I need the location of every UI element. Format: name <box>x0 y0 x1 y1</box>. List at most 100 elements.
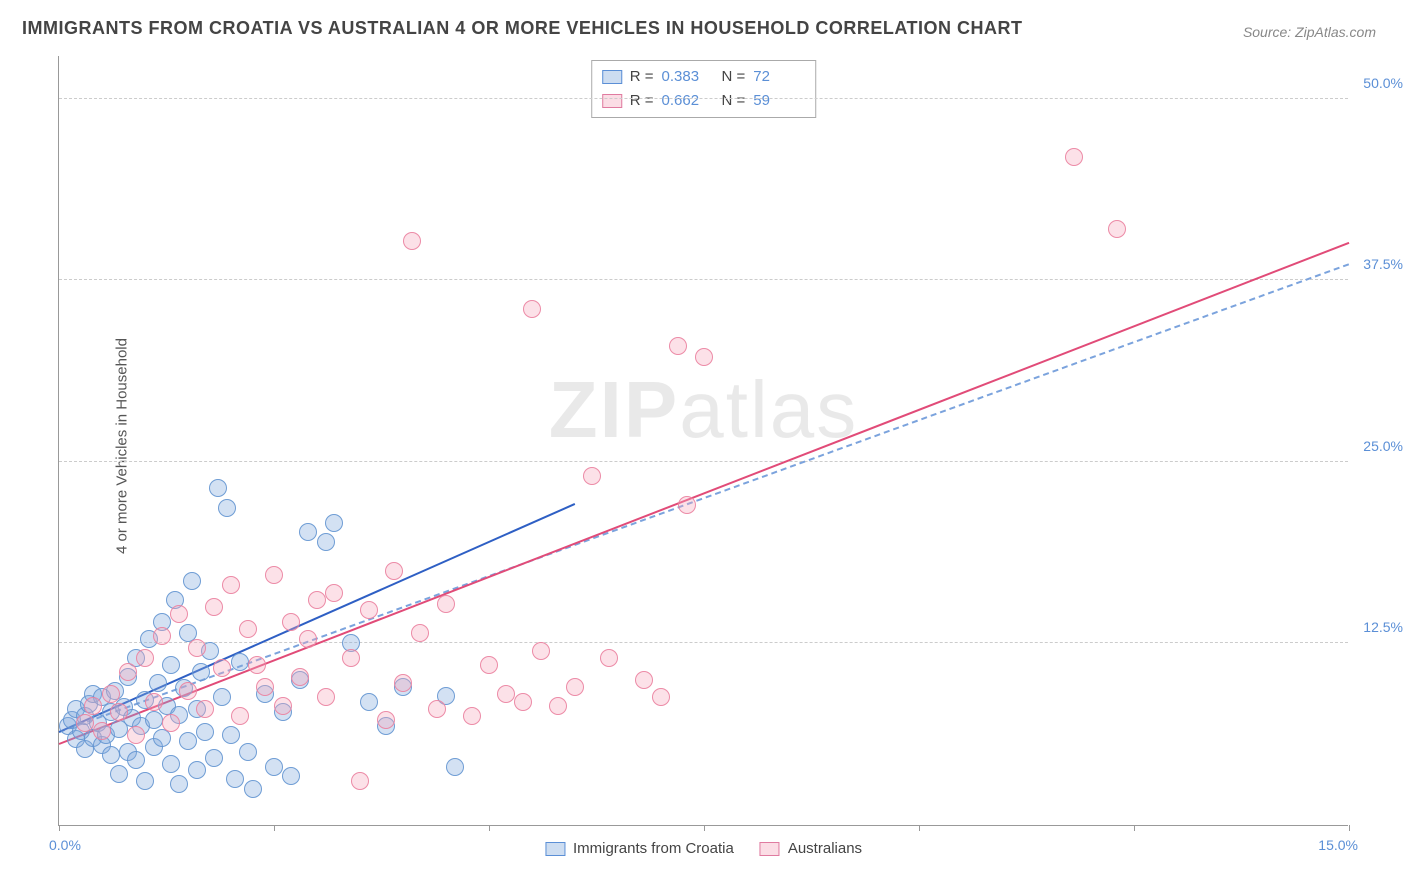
data-point <box>205 749 223 767</box>
plot-area: ZIPatlas R = 0.383 N = 72 R = 0.662 N = … <box>58 56 1348 826</box>
n-value-0: 72 <box>753 65 805 89</box>
x-tick-label-max: 15.0% <box>1318 837 1358 853</box>
gridline <box>59 279 1348 280</box>
data-point <box>377 711 395 729</box>
legend-swatch-pink <box>602 94 622 108</box>
legend-label-1: Australians <box>788 840 862 857</box>
data-point <box>239 743 257 761</box>
data-point <box>110 765 128 783</box>
r-value-0: 0.383 <box>662 65 714 89</box>
data-point <box>110 703 128 721</box>
x-tick-mark <box>489 825 490 831</box>
data-point <box>274 697 292 715</box>
gridline <box>59 461 1348 462</box>
data-point <box>153 627 171 645</box>
watermark-light: atlas <box>679 365 858 454</box>
data-point <box>652 688 670 706</box>
chart-container: IMMIGRANTS FROM CROATIA VS AUSTRALIAN 4 … <box>0 0 1406 892</box>
legend-swatch-pink <box>760 842 780 856</box>
legend-stats-row-1: R = 0.662 N = 59 <box>602 89 806 113</box>
watermark: ZIPatlas <box>549 364 858 456</box>
data-point <box>282 767 300 785</box>
data-point <box>669 337 687 355</box>
data-point <box>145 711 163 729</box>
data-point <box>102 746 120 764</box>
data-point <box>265 758 283 776</box>
data-point <box>226 770 244 788</box>
data-point <box>145 693 163 711</box>
data-point <box>695 348 713 366</box>
data-point <box>179 732 197 750</box>
data-point <box>213 688 231 706</box>
data-point <box>149 674 167 692</box>
data-point <box>403 232 421 250</box>
data-point <box>446 758 464 776</box>
data-point <box>514 693 532 711</box>
x-tick-mark <box>1349 825 1350 831</box>
data-point <box>192 663 210 681</box>
data-point <box>600 649 618 667</box>
data-point <box>248 656 266 674</box>
data-point <box>136 772 154 790</box>
data-point <box>170 605 188 623</box>
data-point <box>76 714 94 732</box>
x-tick-mark <box>1134 825 1135 831</box>
data-point <box>394 674 412 692</box>
data-point <box>583 467 601 485</box>
y-tick-label: 50.0% <box>1363 75 1403 91</box>
watermark-bold: ZIP <box>549 365 679 454</box>
data-point <box>127 751 145 769</box>
data-point <box>437 595 455 613</box>
data-point <box>205 598 223 616</box>
legend-swatch-blue <box>545 842 565 856</box>
chart-title: IMMIGRANTS FROM CROATIA VS AUSTRALIAN 4 … <box>22 18 1023 39</box>
data-point <box>222 576 240 594</box>
legend-swatch-blue <box>602 70 622 84</box>
n-label: N = <box>722 89 746 113</box>
data-point <box>532 642 550 660</box>
source-attribution: Source: ZipAtlas.com <box>1243 24 1376 40</box>
data-point <box>566 678 584 696</box>
data-point <box>196 700 214 718</box>
data-point <box>360 693 378 711</box>
data-point <box>179 682 197 700</box>
legend-label-0: Immigrants from Croatia <box>573 840 734 857</box>
data-point <box>325 514 343 532</box>
data-point <box>244 780 262 798</box>
data-point <box>196 723 214 741</box>
data-point <box>317 533 335 551</box>
n-value-1: 59 <box>753 89 805 113</box>
data-point <box>523 300 541 318</box>
data-point <box>188 761 206 779</box>
y-tick-label: 25.0% <box>1363 438 1403 454</box>
data-point <box>1065 148 1083 166</box>
x-tick-mark <box>919 825 920 831</box>
data-point <box>678 496 696 514</box>
data-point <box>231 653 249 671</box>
data-point <box>84 697 102 715</box>
data-point <box>385 562 403 580</box>
data-point <box>342 649 360 667</box>
data-point <box>282 613 300 631</box>
r-value-1: 0.662 <box>662 89 714 113</box>
data-point <box>299 523 317 541</box>
n-label: N = <box>722 65 746 89</box>
data-point <box>549 697 567 715</box>
data-point <box>256 678 274 696</box>
r-label: R = <box>630 65 654 89</box>
data-point <box>127 726 145 744</box>
data-point <box>291 668 309 686</box>
x-tick-mark <box>59 825 60 831</box>
data-point <box>265 566 283 584</box>
legend-item-1: Australians <box>760 840 862 857</box>
legend-item-0: Immigrants from Croatia <box>545 840 734 857</box>
data-point <box>218 499 236 517</box>
legend-stats: R = 0.383 N = 72 R = 0.662 N = 59 <box>591 60 817 118</box>
data-point <box>325 584 343 602</box>
y-tick-label: 37.5% <box>1363 256 1403 272</box>
data-point <box>239 620 257 638</box>
data-point <box>162 714 180 732</box>
data-point <box>162 656 180 674</box>
data-point <box>308 591 326 609</box>
data-point <box>162 755 180 773</box>
